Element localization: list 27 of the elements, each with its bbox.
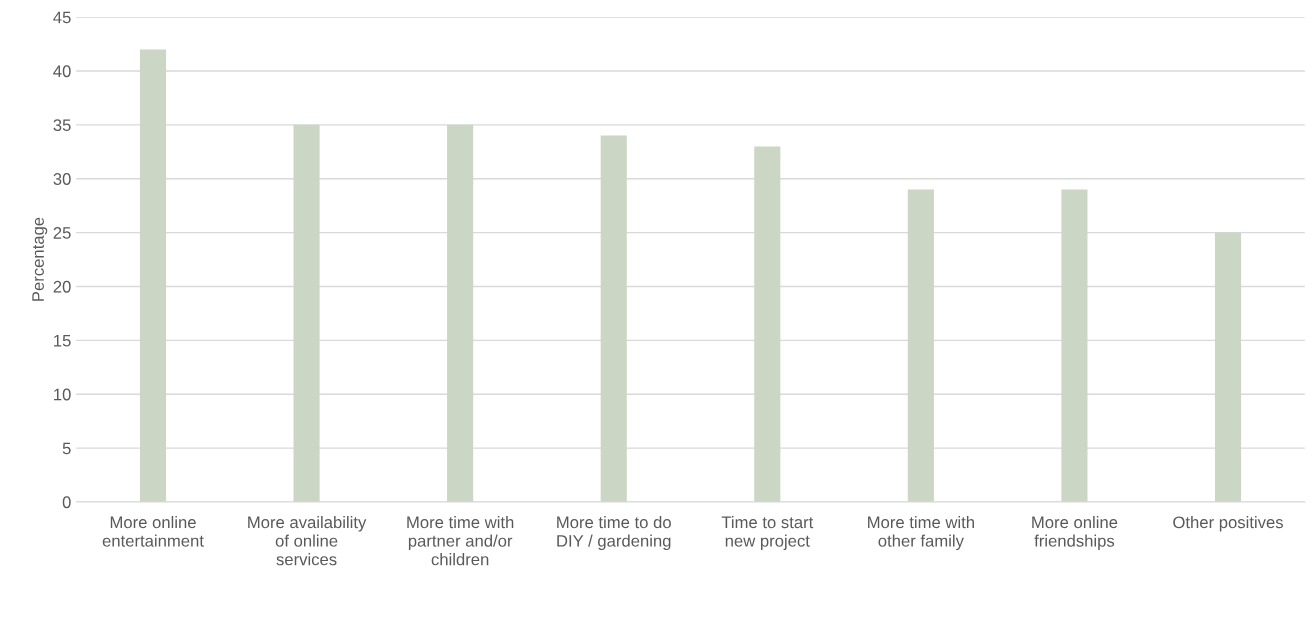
bar xyxy=(447,124,474,502)
bar xyxy=(139,49,167,502)
bar xyxy=(600,135,627,502)
x-tick-label: More time with other family xyxy=(868,515,974,551)
x-tick-label: More online friendships xyxy=(1032,515,1118,551)
bar xyxy=(907,189,934,502)
y-tick-label: 10 xyxy=(54,388,71,401)
x-tick-label: Time to start new project xyxy=(721,515,814,551)
x-tick-label: More time to do DIY / gardening xyxy=(557,515,671,551)
bar xyxy=(1214,232,1242,502)
x-tick-label: More availability of online services xyxy=(248,515,367,566)
y-tick-label: 20 xyxy=(53,280,71,293)
y-tick-label: 15 xyxy=(54,334,71,347)
y-tick-label: 5 xyxy=(62,442,71,455)
y-tick-label: 0 xyxy=(62,496,71,509)
x-tick-label: Other positives xyxy=(1173,515,1283,532)
y-tick-label: 30 xyxy=(53,173,71,185)
y-tick-label: 25 xyxy=(53,226,71,239)
y-axis-title: Percentage xyxy=(32,217,48,301)
bar xyxy=(1061,189,1088,502)
bar xyxy=(293,124,320,502)
y-tick-label: 45 xyxy=(53,11,71,24)
y-tick-label: 35 xyxy=(53,119,71,132)
x-tick-label: More time with partner and/or children xyxy=(407,515,514,566)
y-tick-label: 40 xyxy=(53,65,71,78)
x-tick-label: More online entertainment xyxy=(102,515,204,547)
bar xyxy=(754,146,781,502)
